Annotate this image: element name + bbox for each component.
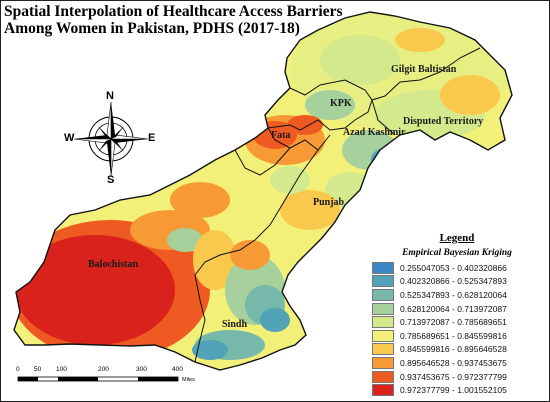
legend-item-label: 0.402320866 - 0.525347893 xyxy=(400,276,507,287)
label-sindh: Sindh xyxy=(222,319,247,330)
legend-item: 0.628120064 - 0.713972087 xyxy=(372,302,542,316)
legend-title: Legend xyxy=(439,232,475,244)
legend-item-label: 0.937453675 - 0.972377799 xyxy=(400,371,507,382)
compass-east: E xyxy=(148,132,156,144)
label-disputed-territory: Disputed Territory xyxy=(403,116,483,127)
compass-rose: N S W E xyxy=(64,90,156,186)
legend-swatch xyxy=(372,261,394,274)
label-azad-kashmir: Azad Kashmir xyxy=(343,127,406,138)
legend-swatch xyxy=(372,275,394,288)
legend-subtitle: Empirical Bayesian Kriging xyxy=(402,248,512,258)
map-title: Spatial Interpolation of Healthcare Acce… xyxy=(4,3,343,37)
legend: Legend Empirical Bayesian Kriging 0.2550… xyxy=(372,232,542,397)
legend-item-label: 0.255047053 - 0.402320866 xyxy=(400,262,507,273)
legend-item: 0.785689651 - 0.845599816 xyxy=(372,329,542,343)
legend-item-label: 0.713972087 - 0.785689651 xyxy=(400,317,507,328)
scale-tick-label: 50 xyxy=(34,366,42,373)
legend-item-label: 0.895646528 - 0.937453675 xyxy=(400,357,507,368)
legend-item: 0.713972087 - 0.785689651 xyxy=(372,315,542,329)
legend-swatch xyxy=(372,288,394,301)
legend-item: 0.845599816 - 0.895646528 xyxy=(372,343,542,357)
legend-item-label: 0.785689651 - 0.845599816 xyxy=(400,330,507,341)
legend-item-label: 0.525347893 - 0.628120064 xyxy=(400,289,507,300)
legend-item-label: 0.845599816 - 0.895646528 xyxy=(400,344,507,355)
label-balochistan: Balochistan xyxy=(88,259,138,270)
legend-swatch xyxy=(372,384,394,397)
legend-item: 0.402320866 - 0.525347893 xyxy=(372,275,542,289)
scale-bar-graphic xyxy=(17,376,179,382)
legend-swatch xyxy=(372,343,394,356)
legend-items: 0.255047053 - 0.402320866 0.402320866 - … xyxy=(372,261,542,397)
compass-north: N xyxy=(106,90,114,102)
compass-west: W xyxy=(64,132,75,144)
legend-item: 0.972377799 - 1.001552105 xyxy=(372,383,542,397)
scale-tick-label: 0 xyxy=(16,366,20,373)
legend-swatch xyxy=(372,329,394,342)
compass-star-icon xyxy=(73,101,149,177)
label-gilgit-baltistan: Gilgit Baltistan xyxy=(391,64,457,75)
label-punjab: Punjab xyxy=(313,197,345,208)
legend-item: 0.895646528 - 0.937453675 xyxy=(372,356,542,370)
legend-item-label: 0.972377799 - 1.001552105 xyxy=(400,385,507,396)
scale-tick-label: 200 xyxy=(98,366,109,373)
legend-item: 0.525347893 - 0.628120064 xyxy=(372,288,542,302)
scale-unit: Miles xyxy=(182,377,195,383)
legend-item: 0.255047053 - 0.402320866 xyxy=(372,261,542,275)
scale-tick-label: 400 xyxy=(172,366,183,373)
legend-swatch xyxy=(372,302,394,315)
label-fata: Fata xyxy=(271,130,290,141)
legend-swatch xyxy=(372,370,394,383)
legend-swatch xyxy=(372,316,394,329)
scale-tick-label: 300 xyxy=(136,366,147,373)
legend-item: 0.937453675 - 0.972377799 xyxy=(372,370,542,384)
compass-south: S xyxy=(107,174,115,186)
legend-swatch xyxy=(372,356,394,369)
scale-bar: 0 50 100 200 300 400 Miles xyxy=(12,366,212,396)
legend-item-label: 0.628120064 - 0.713972087 xyxy=(400,303,507,314)
scale-tick-label: 100 xyxy=(56,366,67,373)
label-kpk: KPK xyxy=(330,98,352,109)
